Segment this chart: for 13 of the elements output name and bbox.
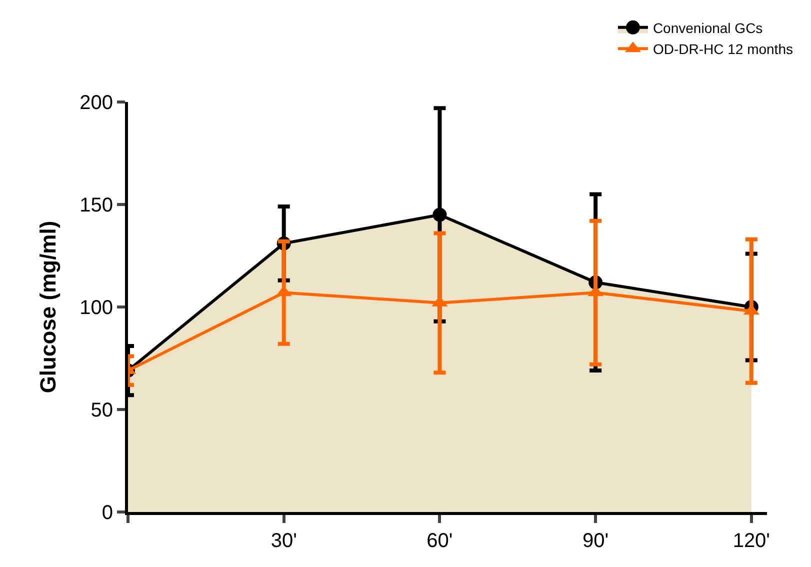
y-tick-label: 150 [80,194,113,216]
x-tick-label: 60' [426,530,453,552]
y-tick-label: 200 [80,92,113,114]
y-axis-title: Glucose (mg/ml) [35,220,60,394]
legend-label: Convenional GCs [652,20,763,36]
legend-label: OD-DR-HC 12 months [652,41,793,58]
point [432,208,447,222]
y-tick-label: 100 [80,297,113,319]
x-tick-label: 90' [582,530,609,552]
y-tick-label: 0 [102,502,113,524]
x-tick-label: 30' [270,530,297,552]
y-tick-label: 50 [90,400,113,422]
x-tick-label: 120' [732,530,770,552]
